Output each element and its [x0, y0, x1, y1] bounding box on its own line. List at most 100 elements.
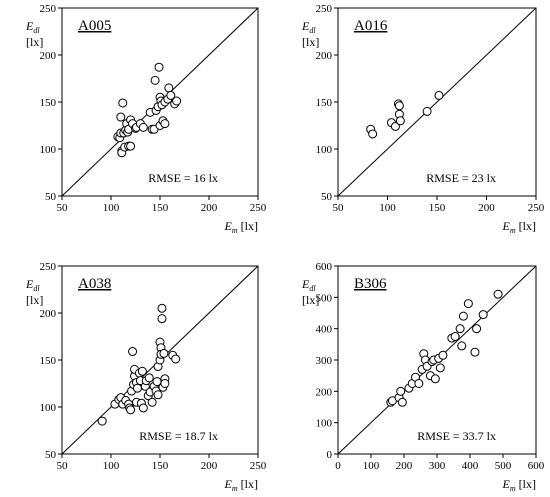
panel-title: A005: [78, 18, 111, 34]
x-tick-label: 100: [103, 202, 120, 214]
rmse-annotation: RMSE = 33.7 lx: [417, 429, 496, 443]
data-point: [126, 141, 136, 151]
x-axis-unit: [lx]: [241, 477, 258, 491]
data-point: [126, 405, 136, 415]
x-axis-subscript: m: [510, 484, 516, 493]
data-point: [435, 363, 445, 373]
y-tick-label: 600: [316, 261, 333, 273]
rmse-annotation: RMSE = 23 lx: [426, 171, 496, 185]
x-tick-label: 500: [495, 460, 512, 472]
y-tick-label: 200: [316, 50, 333, 62]
y-axis-label: Edl: [301, 19, 316, 35]
x-tick-label: 150: [152, 460, 169, 472]
y-axis-unit: [lx]: [302, 35, 319, 49]
y-tick-label: 250: [316, 3, 333, 15]
x-axis-symbol: E: [502, 477, 511, 491]
x-axis-symbol: E: [224, 477, 233, 491]
x-tick-label: 50: [333, 202, 345, 214]
x-axis-subscript: m: [510, 226, 516, 235]
data-point: [116, 112, 126, 122]
data-point: [422, 106, 432, 116]
panel-title: A016: [354, 18, 388, 34]
x-tick-label: 200: [201, 460, 218, 472]
data-point: [414, 379, 424, 388]
x-axis-unit: [lx]: [519, 477, 536, 491]
x-tick-label: 50: [57, 460, 69, 472]
y-axis-unit: [lx]: [26, 293, 43, 307]
y-tick-label: 50: [321, 191, 333, 203]
data-point: [470, 347, 480, 357]
data-point: [438, 350, 448, 360]
y-tick-label: 100: [316, 418, 333, 430]
y-tick-label: 300: [316, 355, 333, 367]
y-tick-label: 150: [40, 355, 57, 367]
rmse-annotation: RMSE = 18.7 lx: [139, 429, 218, 443]
data-point: [147, 397, 157, 407]
y-tick-label: 100: [40, 144, 57, 156]
data-point: [164, 83, 174, 93]
y-axis-subscript: dl: [309, 284, 316, 293]
y-axis-label: Edl: [25, 277, 40, 293]
x-axis-unit: [lx]: [241, 219, 258, 233]
y-tick-label: 200: [316, 386, 333, 398]
data-point: [397, 397, 407, 407]
y-tick-label: 200: [40, 50, 57, 62]
x-tick-label: 250: [250, 202, 267, 214]
data-point: [478, 310, 488, 320]
data-point: [138, 403, 148, 413]
x-tick-label: 250: [528, 202, 545, 214]
data-point: [153, 390, 163, 400]
data-point: [159, 348, 169, 358]
data-point: [430, 374, 440, 384]
data-point: [172, 96, 182, 106]
data-point: [157, 314, 167, 324]
x-tick-label: 300: [429, 460, 446, 472]
data-point: [118, 98, 128, 108]
x-axis-label: Em [lx]: [502, 219, 536, 235]
y-axis-symbol: E: [25, 19, 34, 33]
x-axis-symbol: E: [502, 219, 511, 233]
x-tick-label: 400: [462, 460, 479, 472]
y-tick-label: 500: [316, 292, 333, 304]
y-tick-label: 250: [40, 3, 57, 15]
data-point: [160, 379, 170, 388]
y-tick-label: 100: [316, 144, 333, 156]
data-point: [171, 354, 181, 364]
rmse-annotation: RMSE = 16 lx: [148, 171, 218, 185]
x-axis-subscript: m: [232, 226, 238, 235]
y-axis-unit: [lx]: [26, 35, 43, 49]
data-point: [463, 299, 473, 309]
data-point: [368, 129, 378, 139]
data-point: [132, 383, 142, 393]
x-tick-label: 100: [363, 460, 380, 472]
y-tick-label: 200: [40, 308, 57, 320]
y-tick-label: 100: [40, 402, 57, 414]
data-point: [455, 324, 465, 334]
x-axis-subscript: m: [232, 484, 238, 493]
data-point: [137, 366, 147, 376]
x-tick-label: 0: [335, 460, 341, 472]
panel-title: B306: [354, 276, 387, 292]
data-point: [472, 324, 482, 334]
data-point: [154, 62, 164, 72]
y-axis-symbol: E: [301, 277, 310, 291]
data-point: [394, 101, 404, 111]
y-axis-symbol: E: [25, 277, 34, 291]
x-axis-label: Em [lx]: [502, 477, 536, 493]
x-axis-unit: [lx]: [519, 219, 536, 233]
y-tick-label: 50: [45, 191, 57, 203]
x-tick-label: 200: [478, 202, 495, 214]
panel-title: A038: [78, 276, 111, 292]
data-point: [144, 373, 154, 383]
x-axis-label: Em [lx]: [224, 219, 258, 235]
data-point: [157, 303, 167, 313]
panel-b306: 0 100 200 300 400 500 6000100200300400500600Ed…: [301, 261, 545, 493]
y-axis-unit: [lx]: [302, 293, 319, 307]
x-tick-label: 150: [429, 202, 446, 214]
y-axis-label: Edl: [301, 277, 316, 293]
y-axis-symbol: E: [301, 19, 310, 33]
y-axis-label: Edl: [25, 19, 40, 35]
